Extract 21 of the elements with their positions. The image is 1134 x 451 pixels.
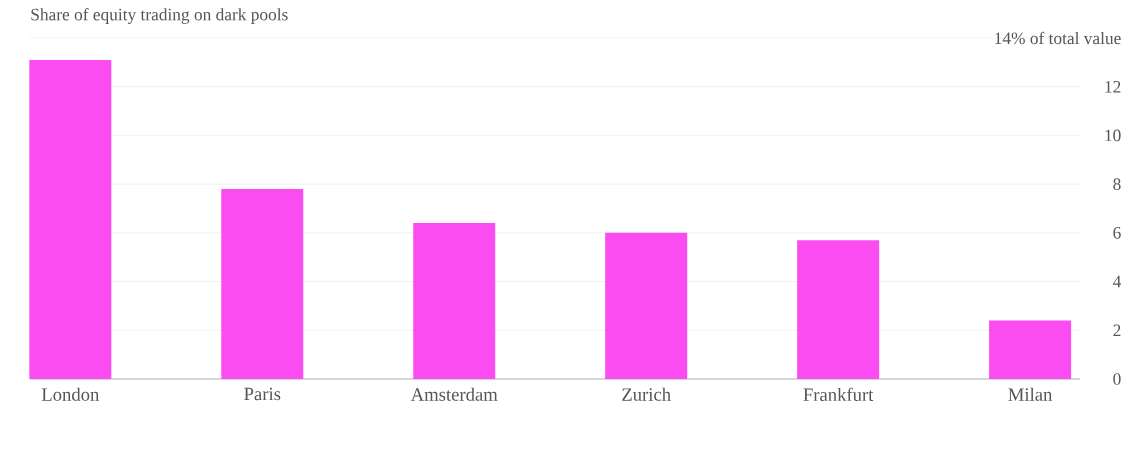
bar xyxy=(989,320,1072,379)
chart-title: Share of equity trading on dark pools xyxy=(31,8,288,24)
x-tick-label: Frankfurt xyxy=(803,387,874,402)
y-tick-label: 4 xyxy=(1112,275,1122,288)
y-tick-label: 6 xyxy=(1113,227,1121,239)
y-tick-label: 2 xyxy=(1113,324,1121,337)
x-tick-label: Zurich xyxy=(622,387,671,401)
bar xyxy=(605,232,688,379)
bar xyxy=(413,223,496,379)
bar xyxy=(221,189,304,379)
x-tick-label: London xyxy=(41,387,100,401)
y-tick-label: 0 xyxy=(1113,373,1121,385)
y-tick-label: 8 xyxy=(1113,178,1121,190)
x-tick-label: Paris xyxy=(244,387,281,401)
bar xyxy=(29,59,112,379)
x-tick-label: Milan xyxy=(1008,387,1053,401)
bar xyxy=(797,240,880,379)
y-tick-label: 12 xyxy=(1105,80,1121,93)
y-tick-label: 10 xyxy=(1105,129,1121,142)
x-tick-label: Amsterdam xyxy=(410,387,498,401)
y-tick-label: 14% of total value xyxy=(995,31,1121,45)
